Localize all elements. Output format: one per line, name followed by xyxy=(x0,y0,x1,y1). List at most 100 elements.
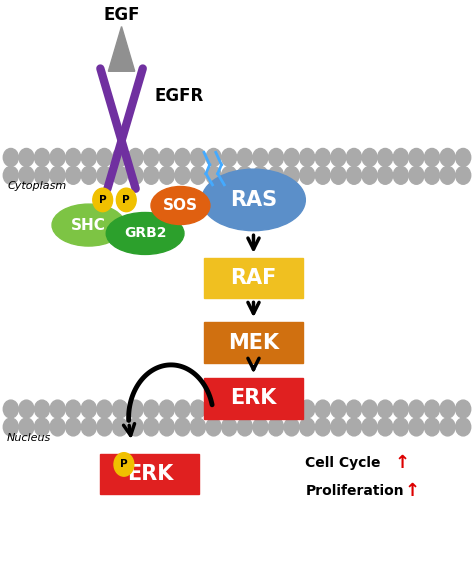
Circle shape xyxy=(191,166,206,184)
Circle shape xyxy=(81,148,96,166)
Circle shape xyxy=(315,400,330,418)
Circle shape xyxy=(128,166,143,184)
Circle shape xyxy=(253,148,268,166)
Circle shape xyxy=(284,418,299,436)
Text: P: P xyxy=(122,195,130,205)
Text: MEK: MEK xyxy=(228,333,279,352)
Circle shape xyxy=(315,418,330,436)
Circle shape xyxy=(191,400,206,418)
Circle shape xyxy=(424,400,439,418)
Circle shape xyxy=(3,418,18,436)
Circle shape xyxy=(424,148,439,166)
Circle shape xyxy=(378,418,393,436)
Circle shape xyxy=(237,418,252,436)
Circle shape xyxy=(331,400,346,418)
Circle shape xyxy=(440,166,455,184)
Circle shape xyxy=(66,418,81,436)
Circle shape xyxy=(456,148,471,166)
Circle shape xyxy=(456,400,471,418)
Circle shape xyxy=(144,418,159,436)
Circle shape xyxy=(97,418,112,436)
Circle shape xyxy=(253,166,268,184)
Circle shape xyxy=(97,400,112,418)
Circle shape xyxy=(393,418,408,436)
Circle shape xyxy=(424,166,439,184)
Circle shape xyxy=(206,166,221,184)
Circle shape xyxy=(268,148,283,166)
FancyBboxPatch shape xyxy=(204,258,303,298)
Circle shape xyxy=(284,166,299,184)
Circle shape xyxy=(50,166,65,184)
Circle shape xyxy=(175,418,190,436)
Circle shape xyxy=(112,418,128,436)
Text: ERK: ERK xyxy=(230,388,277,409)
Circle shape xyxy=(144,166,159,184)
FancyBboxPatch shape xyxy=(204,378,303,419)
Circle shape xyxy=(346,148,362,166)
Text: EGF: EGF xyxy=(103,6,140,24)
Text: Cytoplasm: Cytoplasm xyxy=(7,181,66,191)
Ellipse shape xyxy=(52,204,125,246)
Circle shape xyxy=(206,418,221,436)
Circle shape xyxy=(346,400,362,418)
Circle shape xyxy=(3,148,18,166)
Circle shape xyxy=(159,166,174,184)
Text: P: P xyxy=(120,459,128,469)
Circle shape xyxy=(19,148,34,166)
Text: SHC: SHC xyxy=(71,217,106,233)
Text: SOS: SOS xyxy=(163,198,198,213)
Circle shape xyxy=(93,188,113,212)
Circle shape xyxy=(346,418,362,436)
Circle shape xyxy=(191,418,206,436)
Ellipse shape xyxy=(106,212,184,255)
Circle shape xyxy=(315,166,330,184)
Circle shape xyxy=(117,188,136,212)
Circle shape xyxy=(393,148,408,166)
Circle shape xyxy=(300,166,315,184)
Circle shape xyxy=(97,148,112,166)
Circle shape xyxy=(440,400,455,418)
Circle shape xyxy=(144,148,159,166)
Ellipse shape xyxy=(201,169,305,230)
Polygon shape xyxy=(109,26,135,71)
Circle shape xyxy=(159,418,174,436)
Circle shape xyxy=(409,148,424,166)
Circle shape xyxy=(300,148,315,166)
Circle shape xyxy=(300,418,315,436)
Circle shape xyxy=(112,148,128,166)
Text: ↑: ↑ xyxy=(404,482,419,500)
Text: Cell Cycle: Cell Cycle xyxy=(305,456,381,470)
Circle shape xyxy=(409,400,424,418)
Circle shape xyxy=(222,148,237,166)
Circle shape xyxy=(50,148,65,166)
Circle shape xyxy=(300,400,315,418)
Text: ERK: ERK xyxy=(127,464,173,484)
Circle shape xyxy=(19,166,34,184)
Circle shape xyxy=(409,418,424,436)
Circle shape xyxy=(206,400,221,418)
Circle shape xyxy=(393,400,408,418)
Circle shape xyxy=(268,166,283,184)
Circle shape xyxy=(19,400,34,418)
Circle shape xyxy=(3,400,18,418)
Circle shape xyxy=(50,400,65,418)
Circle shape xyxy=(159,148,174,166)
Circle shape xyxy=(393,166,408,184)
Circle shape xyxy=(331,148,346,166)
Circle shape xyxy=(191,148,206,166)
Circle shape xyxy=(175,400,190,418)
Circle shape xyxy=(362,148,377,166)
Circle shape xyxy=(114,452,134,476)
Circle shape xyxy=(66,400,81,418)
Circle shape xyxy=(362,166,377,184)
Circle shape xyxy=(175,166,190,184)
Circle shape xyxy=(378,400,393,418)
Circle shape xyxy=(35,148,50,166)
Circle shape xyxy=(456,166,471,184)
Circle shape xyxy=(253,400,268,418)
Circle shape xyxy=(112,166,128,184)
Circle shape xyxy=(362,418,377,436)
Circle shape xyxy=(346,166,362,184)
Circle shape xyxy=(315,148,330,166)
Text: EGFR: EGFR xyxy=(155,88,204,106)
